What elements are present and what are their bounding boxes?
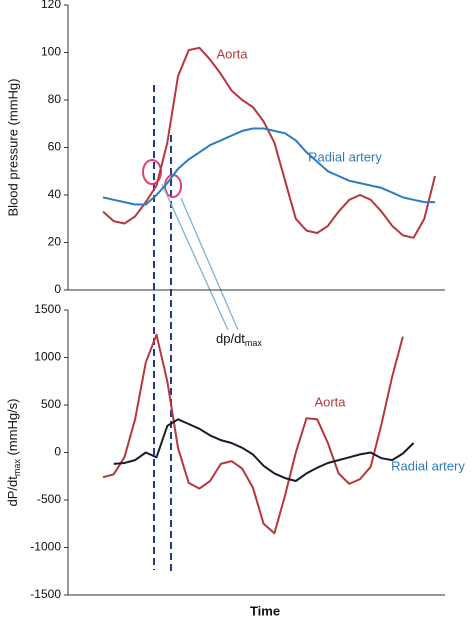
arrow <box>180 197 239 331</box>
y-tick-label: 20 <box>48 235 62 249</box>
series-line <box>113 418 415 482</box>
series-line <box>102 46 436 239</box>
annotation-text: dp/dt <box>216 331 245 346</box>
y-tick-label: 500 <box>41 397 61 411</box>
decorations <box>142 85 239 572</box>
y-tick-label: 0 <box>54 445 61 459</box>
y-tick-label: 0 <box>54 282 61 296</box>
annotation-sub: max <box>245 338 263 348</box>
y-tick-label: 1000 <box>34 350 61 364</box>
y-axis-label-part: (mmHg/s) <box>5 398 20 459</box>
y-tick-label: -1500 <box>30 587 61 601</box>
annotation: dp/dtmax <box>216 331 262 348</box>
arrow <box>161 183 229 331</box>
annotation: Radial artery <box>391 458 465 473</box>
y-tick-label: 80 <box>48 92 62 106</box>
y-tick-label: 100 <box>41 45 61 59</box>
y-tick-label: 1500 <box>34 302 61 316</box>
highlight-circle <box>164 174 182 198</box>
y-axis-label-part: max <box>12 459 22 477</box>
y-tick-label: 40 <box>48 187 62 201</box>
y-axis-label: dP/dtmax (mmHg/s) <box>5 398 22 506</box>
y-tick-label: 60 <box>48 140 62 154</box>
y-axis-label-part: dP/dt <box>5 476 20 507</box>
y-tick-label: 120 <box>41 0 61 11</box>
annotation: Aorta <box>314 394 346 409</box>
x-axis-label: Time <box>250 603 280 618</box>
highlight-circle <box>142 159 162 185</box>
annotation: Aorta <box>216 46 248 61</box>
annotation: Radial artery <box>308 149 382 164</box>
y-tick-label: -500 <box>37 492 61 506</box>
y-tick-label: -1000 <box>30 540 61 554</box>
series-line <box>102 333 404 535</box>
series-line <box>102 127 435 206</box>
y-axis-label: Blood pressure (mmHg) <box>5 79 20 217</box>
